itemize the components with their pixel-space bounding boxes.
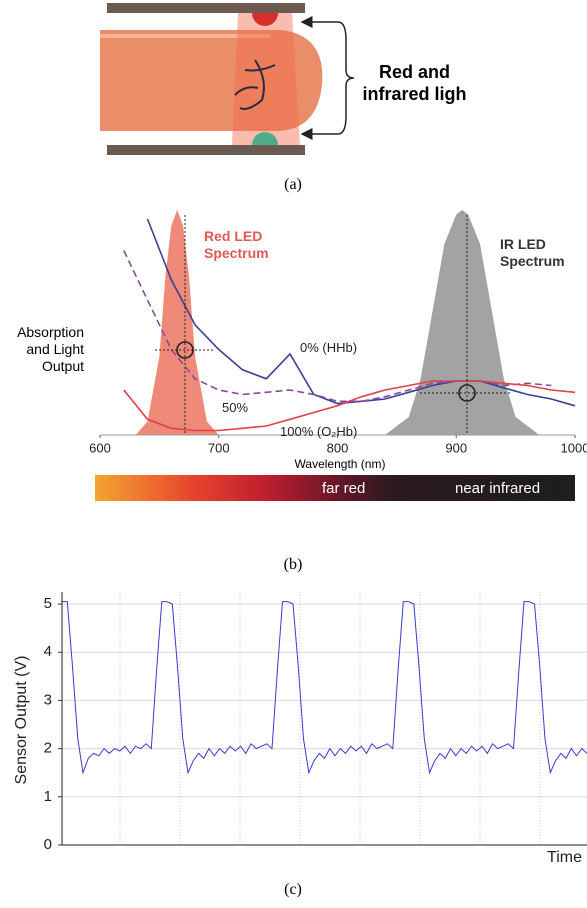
y-axis-label: Sensor Output (V) (13, 656, 30, 785)
x-tick-label: 800 (327, 440, 349, 455)
x-tick-label: 1000 (561, 440, 587, 455)
y-tick-label: 5 (44, 595, 52, 612)
x-tick-label: 600 (89, 440, 111, 455)
x-tick-label: 900 (445, 440, 467, 455)
y-tick-label: 2 (44, 740, 52, 757)
y-tick-label: 1 (44, 788, 52, 805)
color-band-label: near infrared (455, 480, 541, 497)
y-tick-label: 4 (44, 643, 52, 660)
caption: (c) (284, 881, 302, 898)
color-bar (95, 475, 575, 501)
operating-points (155, 215, 510, 435)
line (123, 250, 552, 403)
series-label: IR LED Spectrum (500, 236, 565, 269)
x-axis-label: Wavelength (nm) (294, 457, 386, 471)
series-label: 100% (O₂Hb) (280, 424, 358, 439)
caption: (b) (283, 556, 303, 573)
y-tick-label: 0 (44, 836, 52, 853)
series-label: Red LED Spectrum (204, 228, 269, 261)
series-label: 50% (222, 400, 249, 415)
finger-illustration (100, 3, 355, 155)
line (123, 380, 576, 432)
series-label: 0% (HHb) (300, 340, 358, 355)
area (135, 210, 219, 435)
line (146, 218, 576, 407)
illustration-label: Red and infrared ligh (362, 62, 467, 104)
y-axis-label: Absorption and Light Output (17, 324, 84, 374)
caption: (a) (284, 176, 302, 193)
x-tick-label: 700 (208, 440, 230, 455)
x-axis-label: Time (547, 849, 582, 866)
line (62, 601, 587, 775)
color-band-label: far red (322, 480, 366, 497)
y-tick-label: 3 (44, 691, 52, 708)
area (385, 210, 540, 435)
